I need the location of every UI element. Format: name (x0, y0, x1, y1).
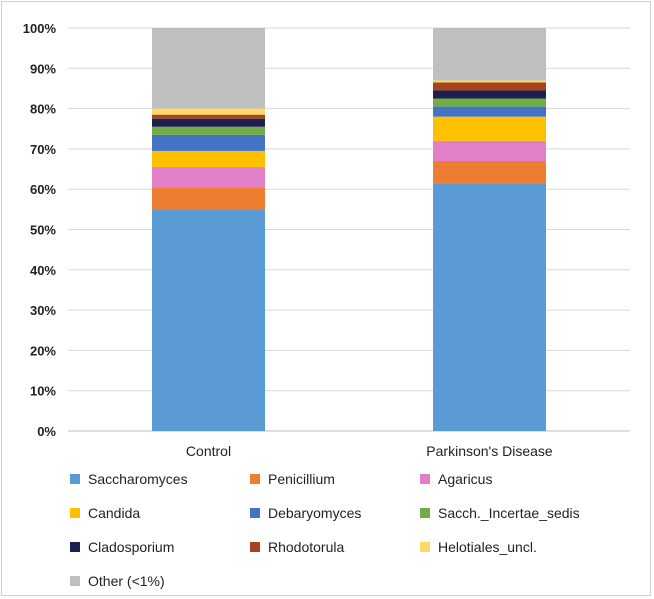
y-tick-label: 0% (37, 424, 56, 439)
legend: Saccharomyces Penicillium Agaricus Candida D… (70, 470, 630, 590)
legend-item: Helotiales_uncl. (420, 538, 610, 556)
y-tick-label: 80% (30, 102, 56, 117)
bar-segment (433, 90, 546, 99)
bar-segment (433, 140, 546, 161)
legend-item: Cladosporium (70, 538, 250, 556)
legend-item: Other (<1%) (70, 572, 250, 590)
bar-segment (152, 167, 265, 188)
bar-segment (152, 118, 265, 127)
legend-item: Agaricus (420, 470, 610, 488)
legend-swatch (420, 542, 430, 552)
legend-swatch (70, 474, 80, 484)
legend-label: Candida (88, 505, 141, 521)
legend-swatch (250, 474, 260, 484)
bar-segment (433, 160, 546, 184)
bar-segment (152, 28, 265, 109)
bar-segment (433, 80, 546, 83)
legend-label: Agaricus (438, 471, 493, 487)
y-tick-label: 50% (30, 223, 56, 238)
legend-swatch (70, 576, 80, 586)
legend-label: Rhodotorula (268, 539, 345, 555)
bar-segment (152, 126, 265, 135)
bar-segment (433, 183, 546, 431)
bar-segment (152, 187, 265, 210)
legend-label: Debaryomyces (268, 505, 362, 521)
legend-item: Saccharomyces (70, 470, 250, 488)
y-tick-label: 90% (30, 61, 56, 76)
legend-swatch (420, 474, 430, 484)
bar-segment (433, 116, 546, 141)
legend-label: Sacch._Incertae_sedis (438, 505, 580, 521)
legend-label: Saccharomyces (88, 471, 188, 487)
y-tick-label: 70% (30, 142, 56, 157)
legend-swatch (420, 508, 430, 518)
bar-segment (152, 114, 265, 119)
legend-swatch (70, 508, 80, 518)
bar-segment (433, 28, 546, 81)
legend-item: Penicillium (250, 470, 420, 488)
legend-swatch (250, 542, 260, 552)
legend-swatch (250, 508, 260, 518)
legend-item: Debaryomyces (250, 504, 420, 522)
legend-label: Cladosporium (88, 539, 175, 555)
y-tick-label: 20% (30, 343, 56, 358)
legend-item: Candida (70, 504, 250, 522)
y-tick-label: 60% (30, 182, 56, 197)
bar-segment (433, 106, 546, 117)
legend-label: Penicillium (268, 471, 335, 487)
bar-segment (152, 209, 265, 431)
bar-segment (152, 108, 265, 115)
x-category-label: Control (186, 443, 231, 459)
bar-segment (433, 82, 546, 91)
legend-label: Helotiales_uncl. (438, 539, 537, 555)
legend-item: Rhodotorula (250, 538, 420, 556)
bar-segment (152, 134, 265, 151)
y-tick-label: 100% (23, 21, 57, 36)
bar-segment (152, 150, 265, 168)
bar-segment (433, 98, 546, 107)
y-tick-label: 40% (30, 263, 56, 278)
x-category-label: Parkinson's Disease (426, 443, 553, 459)
legend-swatch (70, 542, 80, 552)
legend-item: Sacch._Incertae_sedis (420, 504, 610, 522)
y-tick-label: 10% (30, 384, 56, 399)
legend-label: Other (<1%) (88, 573, 165, 589)
y-tick-label: 30% (30, 303, 56, 318)
